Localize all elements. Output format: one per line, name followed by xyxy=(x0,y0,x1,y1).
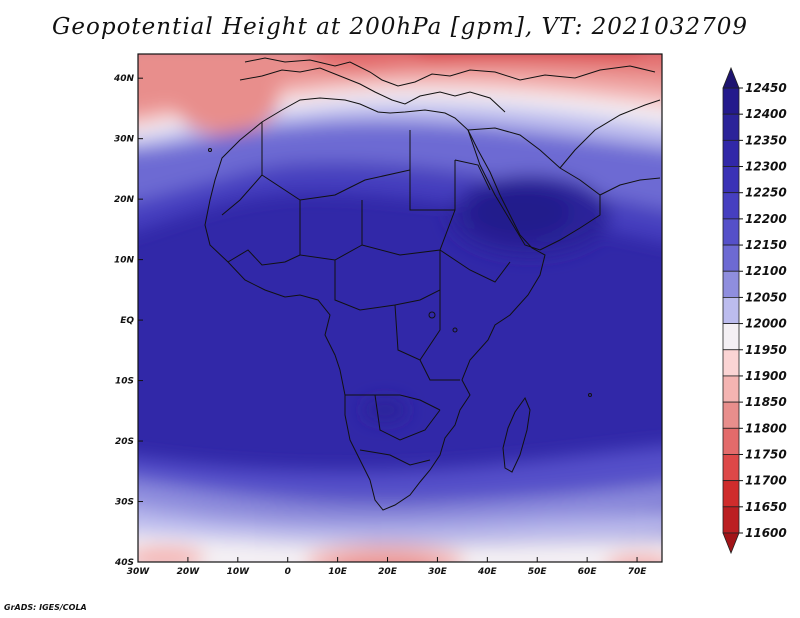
lat-tick-label: 30N xyxy=(114,135,135,145)
colorbar-tick-label: 12000 xyxy=(745,317,787,331)
lon-tick-label: 10W xyxy=(227,567,251,577)
map-title: Geopotential Height at 200hPa [gpm], VT:… xyxy=(52,14,748,40)
colorbar-tick-label: 11800 xyxy=(745,421,787,435)
colorbar-swatch xyxy=(722,506,740,534)
colorbar-swatch xyxy=(722,87,740,115)
colorbar-tick-label: 11650 xyxy=(745,500,787,514)
colorbar-swatch xyxy=(722,113,740,141)
colorbar-swatch xyxy=(722,480,740,508)
colorbar-tick-label: 12150 xyxy=(745,238,787,252)
colorbar-tick-label: 12400 xyxy=(745,107,787,121)
lon-tick-label: 70E xyxy=(628,567,648,577)
colorbar-tick-label: 12050 xyxy=(745,290,787,304)
colorbar-tick-label: 11700 xyxy=(745,474,787,488)
lon-tick-label: 10E xyxy=(328,567,348,577)
longitude-axis: 30W 20W 10W 0 10E 20E 30E 40E 50E 60E 70E xyxy=(127,557,647,577)
colorbar-tick-label: 12350 xyxy=(745,133,787,147)
lon-tick-label: 50E xyxy=(528,567,548,577)
lon-tick-label: 30E xyxy=(428,567,448,577)
lat-tick-label: 20S xyxy=(115,437,134,447)
colorbar-swatch xyxy=(722,139,740,167)
colorbar-swatch xyxy=(722,192,740,220)
lon-tick-label: 60E xyxy=(578,567,598,577)
lat-tick-label: 40S xyxy=(114,558,134,568)
colorbar-tick-label: 12250 xyxy=(745,186,787,200)
coastlines xyxy=(204,57,661,511)
colorbar-swatch xyxy=(722,270,740,298)
colorbar-swatch xyxy=(722,244,740,272)
colorbar-swatch xyxy=(722,297,740,324)
colorbar-tick-label: 12300 xyxy=(745,160,787,174)
lat-tick-label: 30S xyxy=(115,498,134,508)
colorbar-swatch xyxy=(722,218,740,246)
lat-tick-label: 10S xyxy=(115,377,134,387)
height-field-shading xyxy=(138,54,662,562)
colorbar-top-arrow xyxy=(722,66,740,89)
colorbar-bottom-arrow xyxy=(722,532,740,555)
colorbar-swatch xyxy=(722,166,740,194)
lon-tick-label: 20E xyxy=(378,567,398,577)
colorbar-swatch xyxy=(722,323,740,351)
footer-credit: GrADS: IGES/COLA xyxy=(4,603,87,612)
lon-tick-label: 30W xyxy=(127,567,151,577)
lon-tick-label: 20W xyxy=(177,567,201,577)
colorbar-swatch xyxy=(722,349,740,377)
lon-tick-label: 40E xyxy=(477,567,498,577)
colorbar-tick-label: 11900 xyxy=(745,369,787,383)
lat-tick-label: EQ xyxy=(120,316,134,326)
colorbar-tick-label: 12200 xyxy=(745,212,787,226)
colorbar-tick-label: 11850 xyxy=(745,395,787,409)
colorbar-tick-label: 11750 xyxy=(745,447,787,461)
colorbar-tick-label: 12100 xyxy=(745,264,787,278)
lat-tick-label: 10N xyxy=(114,256,135,266)
colorbar-swatch xyxy=(722,401,740,429)
colorbar-tick-label: 11600 xyxy=(745,526,787,540)
colorbar-swatch xyxy=(722,427,740,455)
lat-tick-label: 20N xyxy=(114,195,135,205)
colorbar-tick-label: 11950 xyxy=(745,343,787,357)
lat-tick-label: 40N xyxy=(113,74,135,84)
colorbar: 12450 12400 12350 12300 12250 12200 12150 12100… xyxy=(722,66,787,555)
lon-tick-label: 0 xyxy=(285,567,291,577)
colorbar-swatch xyxy=(722,454,740,482)
colorbar-tick-label: 12450 xyxy=(745,81,787,95)
map-frame xyxy=(137,53,663,563)
latitude-axis: 40N 30N 20N 10N EQ 10S 20S 30S 40S xyxy=(113,74,143,568)
colorbar-swatch xyxy=(722,375,740,403)
